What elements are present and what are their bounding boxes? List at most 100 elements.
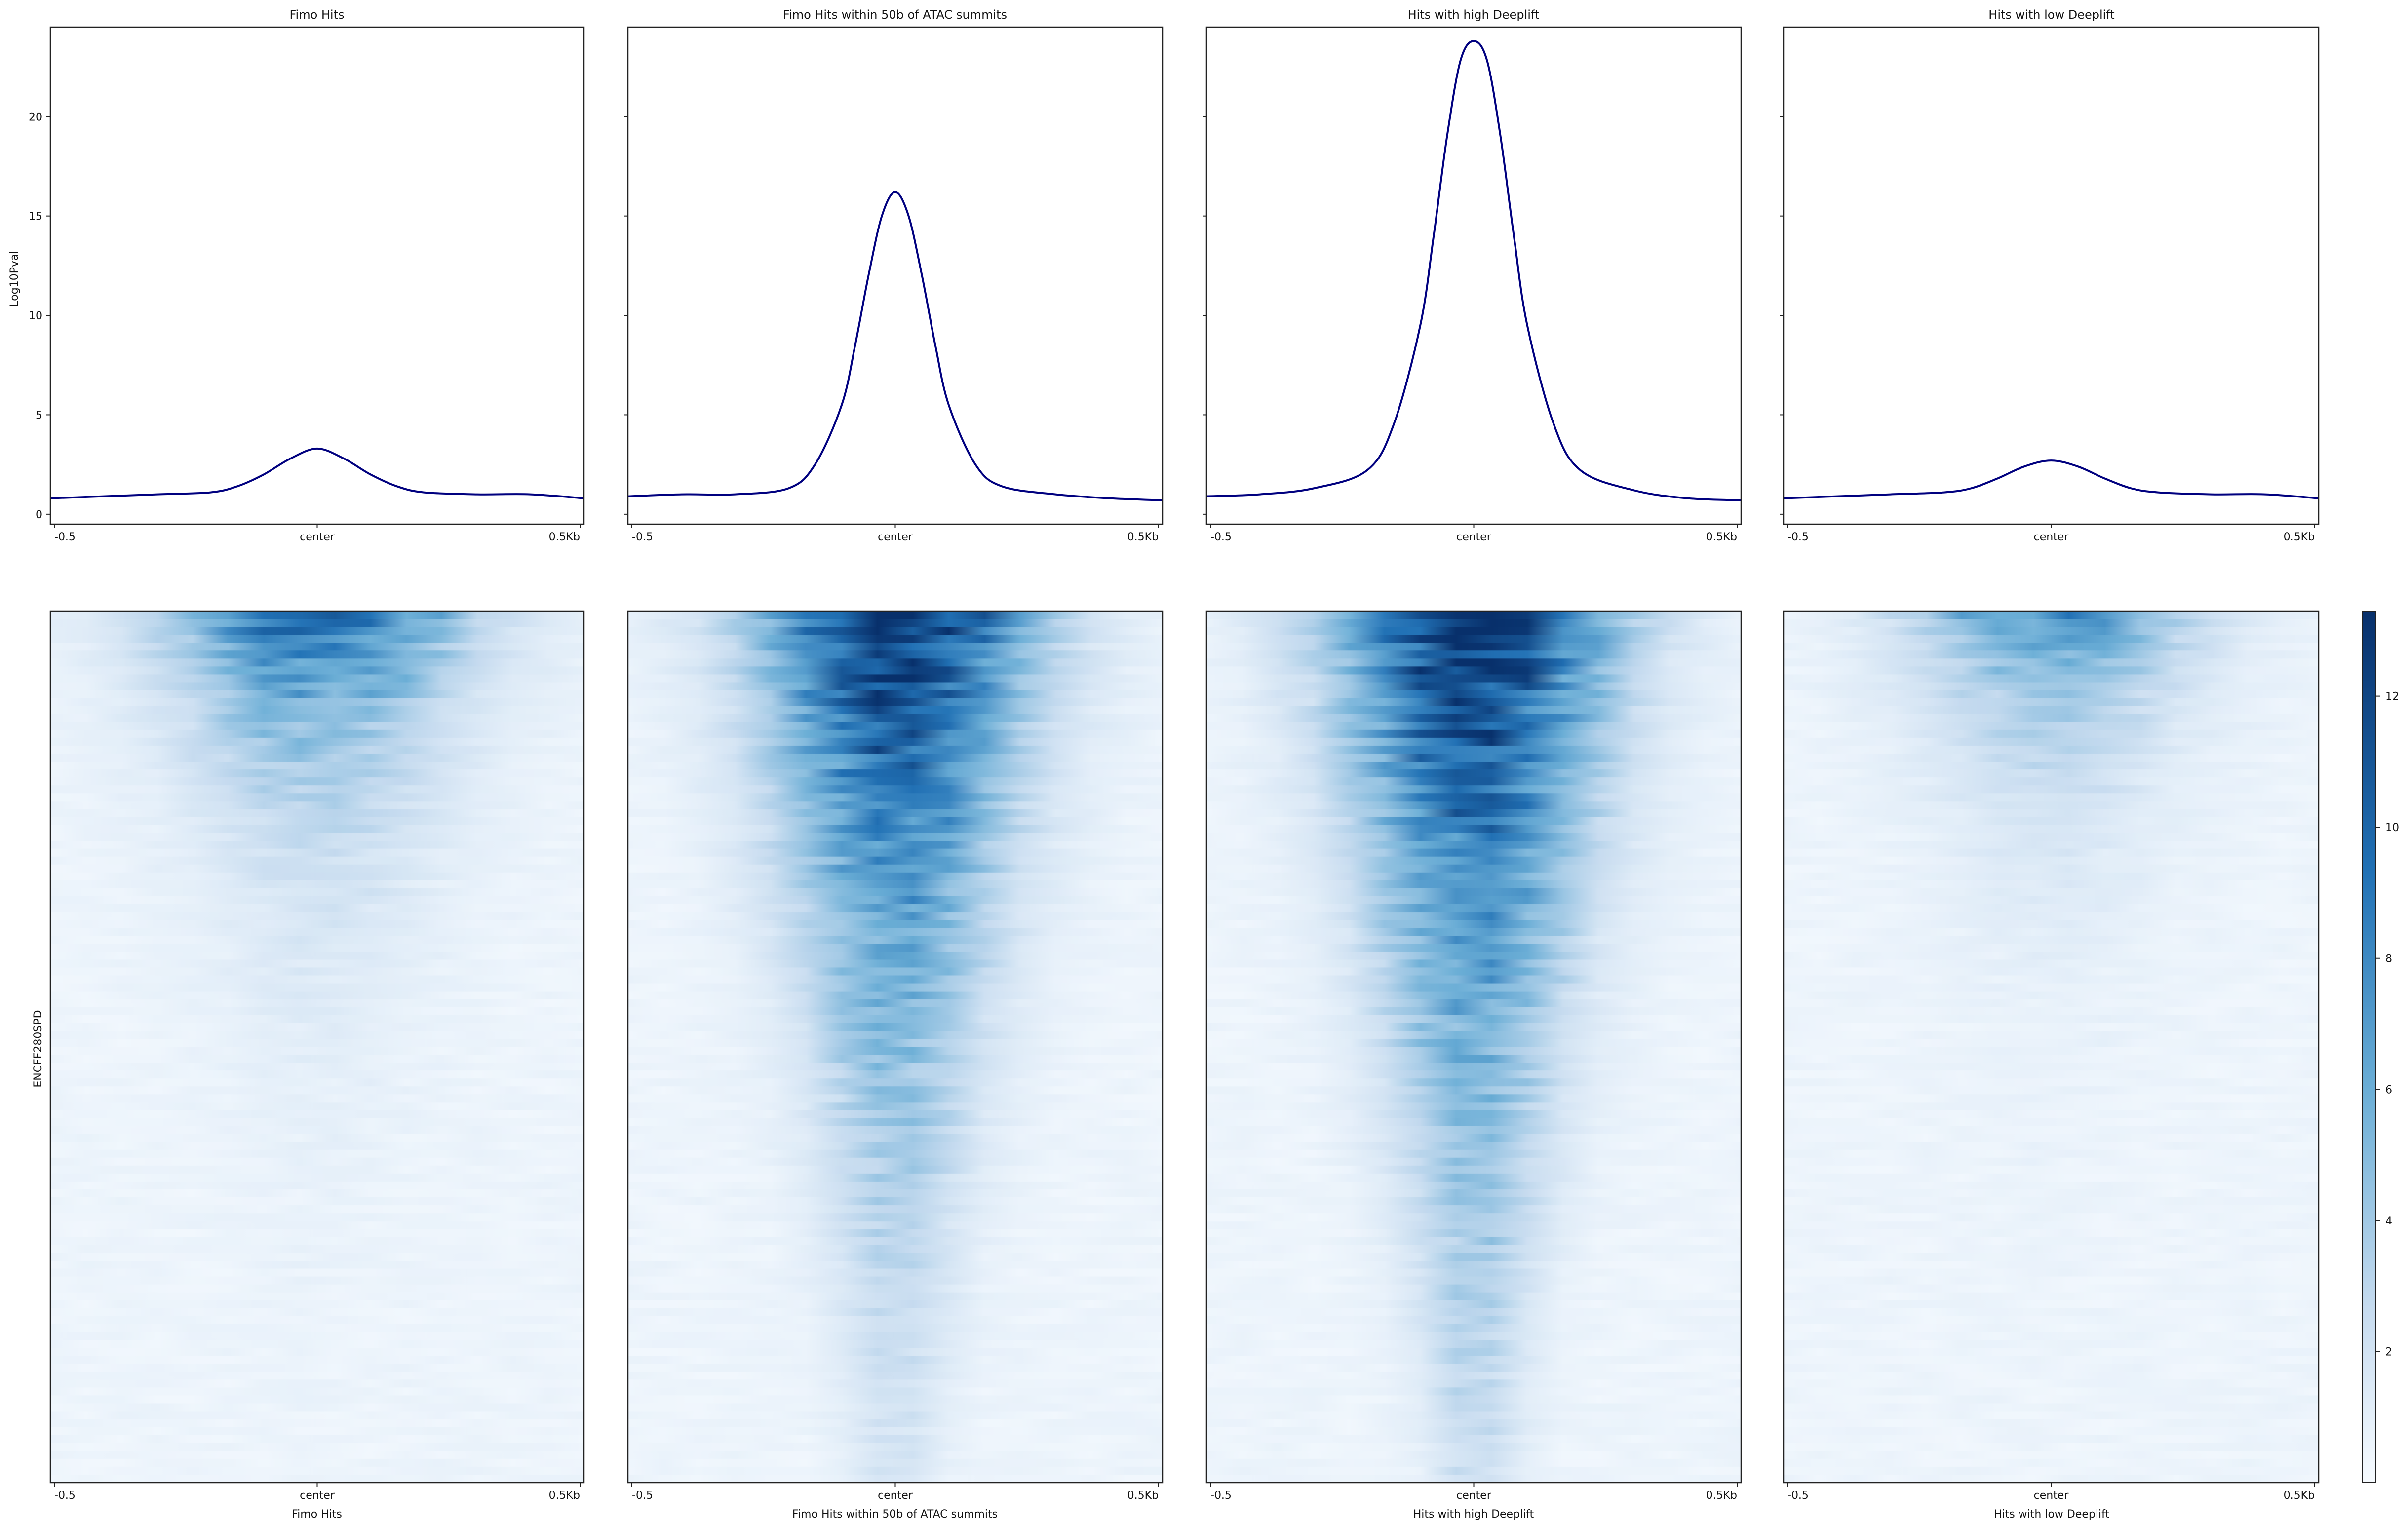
heatmap-row xyxy=(628,706,1163,715)
x-axis: -0.5 center 0.5Kb xyxy=(1210,524,1738,543)
heatmap-row xyxy=(50,928,584,936)
heatmap-row xyxy=(50,1466,584,1475)
heatmap-row xyxy=(50,737,584,746)
heatmap-row xyxy=(628,619,1163,627)
heatmap-row xyxy=(1206,729,1741,738)
heatmap-row xyxy=(628,1466,1163,1475)
heatmap-row xyxy=(1206,1015,1741,1024)
x-tick-label: 0.5Kb xyxy=(2284,531,2315,543)
heatmap-xlabel: Fimo Hits xyxy=(292,1508,342,1521)
x-axis: -0.5 center 0.5Kb xyxy=(54,1483,581,1502)
profile-panel-3: Hits with high Deeplift -0.5 center 0.5Kb xyxy=(1203,8,1742,543)
heatmap-row xyxy=(628,666,1163,675)
heatmap-row xyxy=(628,912,1163,920)
heatmap-row xyxy=(50,793,584,802)
heatmap-row xyxy=(628,1110,1163,1119)
profile-panel-1: Fimo Hits 0 5 10 15 20 -0.5 center 0.5Kb xyxy=(29,8,585,543)
heatmap-row xyxy=(50,999,584,1008)
profile-title: Fimo Hits xyxy=(289,8,344,22)
heatmap-row xyxy=(628,1063,1163,1071)
heatmap-row xyxy=(1206,611,1741,619)
heatmap-row xyxy=(628,1229,1163,1237)
heatmap-row xyxy=(50,1094,584,1103)
heatmap-row xyxy=(628,1276,1163,1285)
heatmap-row xyxy=(50,1308,584,1317)
heatmap-row xyxy=(1206,635,1741,643)
heatmap-row xyxy=(1206,674,1741,683)
heatmap-row xyxy=(628,1395,1163,1404)
heatmap-row xyxy=(50,959,584,968)
heatmap-row xyxy=(628,1474,1163,1483)
heatmap-row xyxy=(50,1149,584,1158)
heatmap-row xyxy=(1206,682,1741,691)
heatmap-row xyxy=(1206,785,1741,794)
heatmap-row xyxy=(1206,737,1741,746)
heatmap-row xyxy=(628,1340,1163,1348)
heatmap-row xyxy=(628,1443,1163,1452)
heatmap-row xyxy=(1206,706,1741,715)
heatmap-panel-1: -0.5 center 0.5Kb Fimo Hits xyxy=(49,610,585,1521)
heatmap-row xyxy=(50,1364,584,1372)
heatmap-row xyxy=(628,848,1163,857)
x-axis: -0.5 center 0.5Kb xyxy=(631,524,1159,543)
heatmap-row xyxy=(50,983,584,992)
heatmap-row xyxy=(628,864,1163,873)
heatmap-row xyxy=(50,611,584,619)
heatmap-row xyxy=(628,1094,1163,1103)
heatmap-row xyxy=(628,841,1163,849)
heatmap-row xyxy=(628,793,1163,802)
heatmap-row xyxy=(628,1403,1163,1412)
heatmap-row xyxy=(50,753,584,762)
heatmap-row xyxy=(50,888,584,897)
heatmap-row xyxy=(628,611,1163,619)
heatmap-row xyxy=(50,856,584,865)
heatmap-row xyxy=(628,1047,1163,1055)
heatmap-row xyxy=(628,856,1163,865)
heatmap-row xyxy=(1206,825,1741,834)
y-axis: 0 5 10 15 20 xyxy=(29,111,50,521)
heatmap-row xyxy=(628,1078,1163,1087)
heatmap-row xyxy=(628,635,1163,643)
heatmap-row xyxy=(1206,967,1741,976)
heatmap-row xyxy=(628,1031,1163,1039)
heatmap-row xyxy=(50,1300,584,1309)
heatmap-row xyxy=(628,1324,1163,1333)
heatmap-rows xyxy=(50,611,584,1483)
heatmap-row xyxy=(50,1063,584,1071)
heatmap-row xyxy=(628,967,1163,976)
profile-title: Hits with low Deeplift xyxy=(1988,8,2114,22)
heatmap-row xyxy=(628,1268,1163,1277)
heatmap-row xyxy=(50,674,584,683)
heatmap-row xyxy=(50,769,584,778)
heatmap-row xyxy=(628,1165,1163,1174)
heatmap-row xyxy=(628,769,1163,778)
heatmap-row xyxy=(50,1387,584,1396)
heatmap-row xyxy=(50,1181,584,1190)
heatmap-row xyxy=(50,896,584,905)
heatmap-row xyxy=(1206,896,1741,905)
heatmap-row xyxy=(50,1340,584,1348)
heatmap-row xyxy=(50,706,584,715)
heatmap-row xyxy=(1206,864,1741,873)
heatmap-row xyxy=(628,1205,1163,1214)
heatmap-row xyxy=(628,729,1163,738)
heatmap-row xyxy=(628,753,1163,762)
heatmap-row xyxy=(628,1015,1163,1024)
x-tick-label: 0.5Kb xyxy=(1706,531,1737,543)
heatmap-row xyxy=(1206,762,1741,770)
heatmap-row xyxy=(50,1173,584,1182)
heatmap-row xyxy=(50,1419,584,1428)
heatmap-row xyxy=(628,1253,1163,1261)
heatmap-row xyxy=(50,904,584,913)
heatmap-row xyxy=(628,936,1163,944)
profile-title: Hits with high Deeplift xyxy=(1408,8,1540,22)
y-tick-label: 0 xyxy=(36,509,42,521)
heatmap-row xyxy=(50,1356,584,1364)
heatmap-row xyxy=(50,1443,584,1452)
profile-ylabel: Log10Pval xyxy=(8,251,21,306)
heatmap-row xyxy=(1206,643,1741,651)
heatmap-row xyxy=(50,1427,584,1436)
heatmap-row xyxy=(628,1118,1163,1127)
heatmap-row xyxy=(50,1324,584,1333)
